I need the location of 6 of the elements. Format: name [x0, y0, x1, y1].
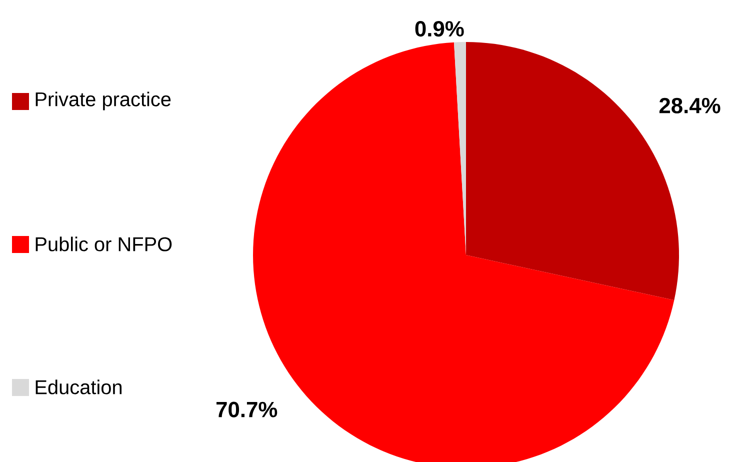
legend-label: Private practice: [36, 92, 171, 110]
legend-label: Public or NFPO: [36, 236, 172, 252]
data-label: 70.7%: [216, 402, 278, 418]
data-label: 0.9%: [415, 21, 464, 37]
legend-label: Education: [36, 380, 122, 394]
data-label: 28.4%: [659, 98, 720, 114]
